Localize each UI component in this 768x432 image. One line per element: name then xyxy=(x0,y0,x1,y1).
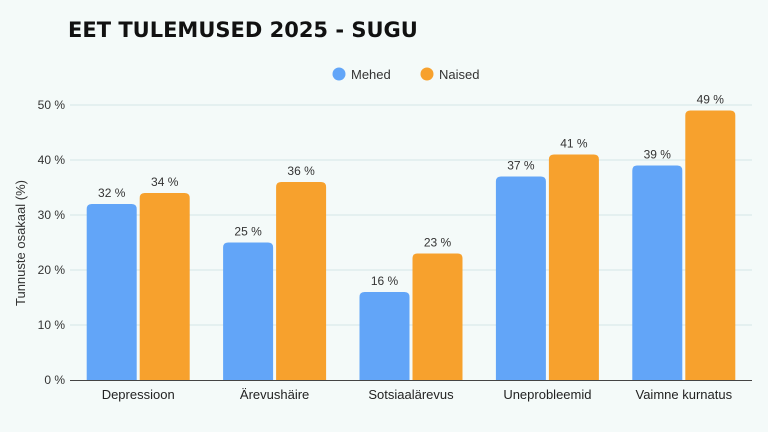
legend-swatch-mehed xyxy=(332,67,346,81)
y-tick-label: 50 % xyxy=(38,98,66,112)
x-category-label: Uneprobleemid xyxy=(503,387,591,402)
data-label: 41 % xyxy=(560,137,588,151)
bar-naised-uneprobleemid xyxy=(548,154,599,380)
bar-mehed-uneprobleemid xyxy=(495,176,546,380)
bar-mehed-vaimne-kurnatus xyxy=(632,165,683,380)
legend-swatch-naised xyxy=(420,67,434,81)
data-label: 49 % xyxy=(697,93,725,107)
y-tick-label: 30 % xyxy=(38,208,66,222)
y-tick-label: 40 % xyxy=(38,153,66,167)
y-axis-ticks: 0 % 10 % 20 % 30 % 40 % 50 % xyxy=(38,98,66,387)
x-category-label: Depressioon xyxy=(102,387,175,402)
bar-naised-arevushaire xyxy=(276,182,327,380)
legend-item-mehed: Mehed xyxy=(332,67,391,82)
y-tick-label: 0 % xyxy=(44,373,65,387)
bar-mehed-arevushaire xyxy=(223,242,274,380)
y-axis-label: Tunnuste osakaal (%) xyxy=(13,180,28,306)
legend-label-naised: Naised xyxy=(439,67,479,82)
legend-item-naised: Naised xyxy=(420,67,479,82)
bar-mehed-depressioon xyxy=(86,204,137,380)
legend-label-mehed: Mehed xyxy=(351,67,391,82)
x-category-label: Sotsiaalärevus xyxy=(368,387,454,402)
y-tick-label: 20 % xyxy=(38,263,66,277)
data-label: 16 % xyxy=(371,274,399,288)
data-label: 34 % xyxy=(151,175,179,189)
bar-naised-sotsiaalarevus xyxy=(412,253,463,380)
y-tick-label: 10 % xyxy=(38,318,66,332)
value-labels: 32 % 34 % 25 % 36 % 16 % 23 % 37 % 41 % 39 % 49 % xyxy=(98,93,724,289)
bars xyxy=(86,110,736,380)
bar-naised-depressioon xyxy=(139,193,190,380)
data-label: 37 % xyxy=(507,159,535,173)
data-label: 32 % xyxy=(98,186,126,200)
chart-title: EET TULEMUSED 2025 - SUGU xyxy=(68,18,418,42)
legend: Mehed Naised xyxy=(332,67,479,82)
data-label: 39 % xyxy=(644,148,672,162)
x-category-label: Ärevushäire xyxy=(240,387,309,402)
bar-naised-vaimne-kurnatus xyxy=(685,110,736,380)
data-label: 36 % xyxy=(287,164,315,178)
x-category-label: Vaimne kurnatus xyxy=(636,387,733,402)
data-label: 23 % xyxy=(424,236,452,250)
bar-mehed-sotsiaalarevus xyxy=(359,292,410,380)
data-label: 25 % xyxy=(234,225,262,239)
x-axis-categories: Depressioon Ärevushäire Sotsiaalärevus Unep… xyxy=(102,387,733,402)
